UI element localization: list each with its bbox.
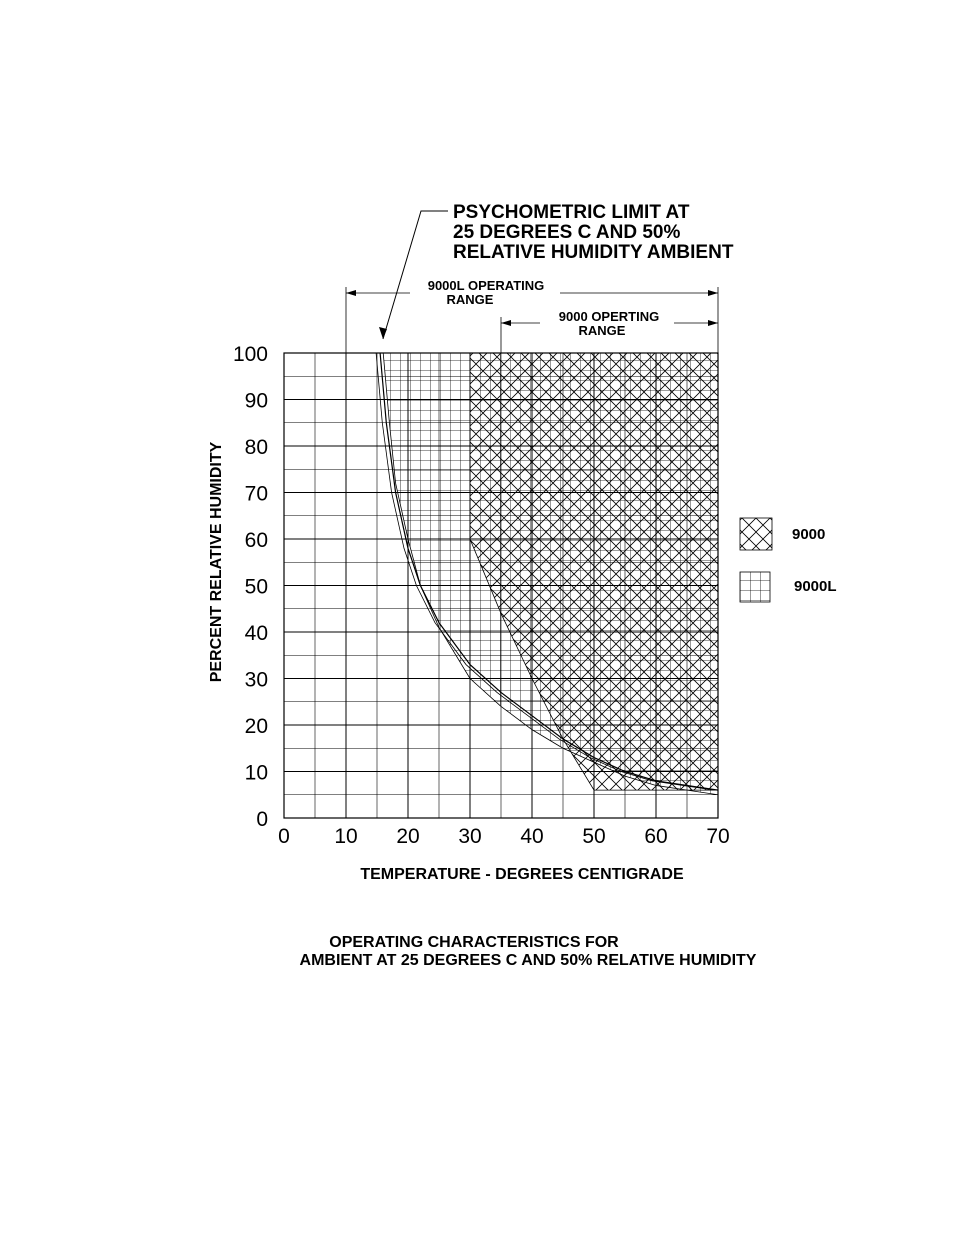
range-9000L-dimension: 9000L OPERATING RANGE [345, 278, 719, 353]
x-tick-label: 20 [396, 825, 419, 848]
x-tick-label: 40 [520, 825, 543, 848]
psychometric-limit-annotation: PSYCHOMETRIC LIMIT AT 25 DEGREES C AND 5… [379, 202, 734, 340]
legend-swatch-9000 [739, 517, 773, 551]
x-axis-label: TEMPERATURE - DEGREES CENTIGRADE [360, 866, 684, 883]
x-tick-label: 50 [582, 825, 605, 848]
psychrometric-curve-line-inner [375, 352, 715, 791]
y-tick-label: 20 [245, 715, 268, 738]
range-9000L-line-1: 9000L OPERATING [428, 278, 545, 293]
plot-grid [283, 352, 719, 819]
y-tick-label: 30 [245, 669, 268, 692]
y-tick-label: 60 [245, 529, 268, 552]
psychometric-limit-line-3: RELATIVE HUMIDITY AMBIENT [453, 242, 734, 263]
legend-label-9000: 9000 [792, 526, 825, 543]
legend-swatch-9000L [739, 571, 771, 603]
y-tick-labels: 0 10 20 30 40 50 60 70 80 90 100 [233, 343, 268, 831]
range-9000L-line-2: RANGE [447, 292, 494, 307]
y-tick-label: 90 [245, 390, 268, 413]
y-tick-label: 40 [245, 622, 268, 645]
range-9000-dimension: 9000 OPERTING RANGE [500, 309, 718, 353]
y-tick-label: 100 [233, 343, 268, 366]
y-tick-label: 50 [245, 576, 268, 599]
range-9000-line-2: RANGE [579, 323, 626, 338]
x-tick-label: 10 [334, 825, 357, 848]
psychometric-limit-line-2: 25 DEGREES C AND 50% [453, 222, 680, 243]
y-tick-label: 0 [256, 808, 268, 831]
x-tick-label: 70 [706, 825, 729, 848]
legend-label-9000L: 9000L [794, 578, 837, 595]
x-tick-label: 60 [644, 825, 667, 848]
leader-arrowhead [379, 327, 387, 339]
x-tick-label: 30 [458, 825, 481, 848]
operating-regions [382, 353, 718, 796]
psychrometric-curve [375, 352, 719, 791]
legend: 9000 9000L [739, 517, 837, 603]
y-tick-label: 70 [245, 483, 268, 506]
caption-line-1: OPERATING CHARACTERISTICS FOR [329, 934, 619, 951]
psychometric-limit-line-1: PSYCHOMETRIC LIMIT AT [453, 202, 690, 223]
y-axis-label: PERCENT RELATIVE HUMIDITY [208, 441, 225, 682]
range-9000-line-1: 9000 OPERTING [559, 309, 659, 324]
y-tick-label: 80 [245, 436, 268, 459]
x-tick-label: 0 [278, 825, 290, 848]
leader-line [382, 210, 448, 340]
y-tick-label: 10 [245, 762, 268, 785]
psychrometric-curve-line [379, 352, 719, 791]
caption-line-2: AMBIENT AT 25 DEGREES C AND 50% RELATIVE… [300, 952, 757, 969]
x-tick-labels: 0 10 20 30 40 50 60 70 [278, 825, 730, 848]
